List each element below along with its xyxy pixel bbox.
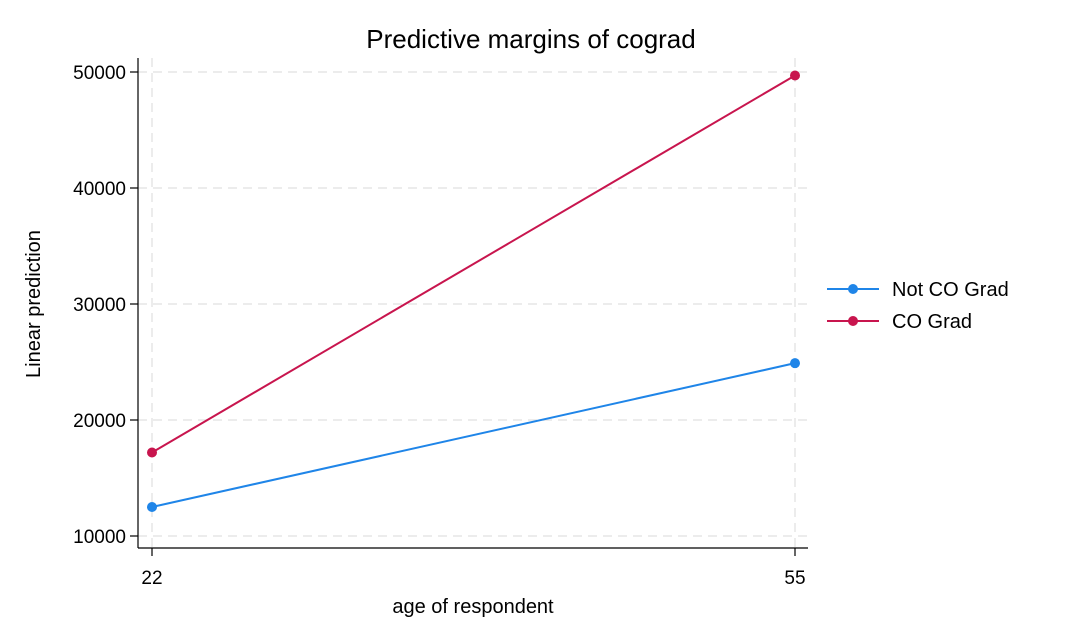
legend-label: CO Grad [892,311,972,333]
y-tick-label: 40000 [73,179,126,200]
legend-item: Not CO Grad [827,279,1009,301]
y-tick-label: 20000 [73,411,126,432]
y-tick-label: 10000 [73,527,126,548]
data-point [790,358,800,369]
legend-marker [848,316,858,326]
series-line [151,74,796,454]
y-axis-label: Linear prediction [23,230,45,378]
series-line [151,362,796,508]
series-0 [147,358,800,512]
grid [138,58,808,548]
y-tick-label: 50000 [73,63,126,84]
chart-title: Predictive margins of cograd [366,24,695,54]
data-point [790,70,800,81]
data-point [147,447,157,458]
legend: Not CO Grad CO Grad [827,279,1009,333]
y-axis-ticks: 10000 20000 30000 40000 50000 [73,63,138,548]
legend-marker [848,284,858,294]
x-axis-label: age of respondent [392,596,554,618]
legend-item: CO Grad [827,311,972,333]
y-tick-label: 30000 [73,295,126,316]
x-tick-label: 55 [784,568,805,589]
x-tick-label: 22 [141,568,162,589]
x-axis-ticks: 22 55 [141,548,806,589]
series [147,70,800,512]
data-point [147,502,157,512]
series-1 [147,70,800,458]
legend-label: Not CO Grad [892,279,1009,301]
